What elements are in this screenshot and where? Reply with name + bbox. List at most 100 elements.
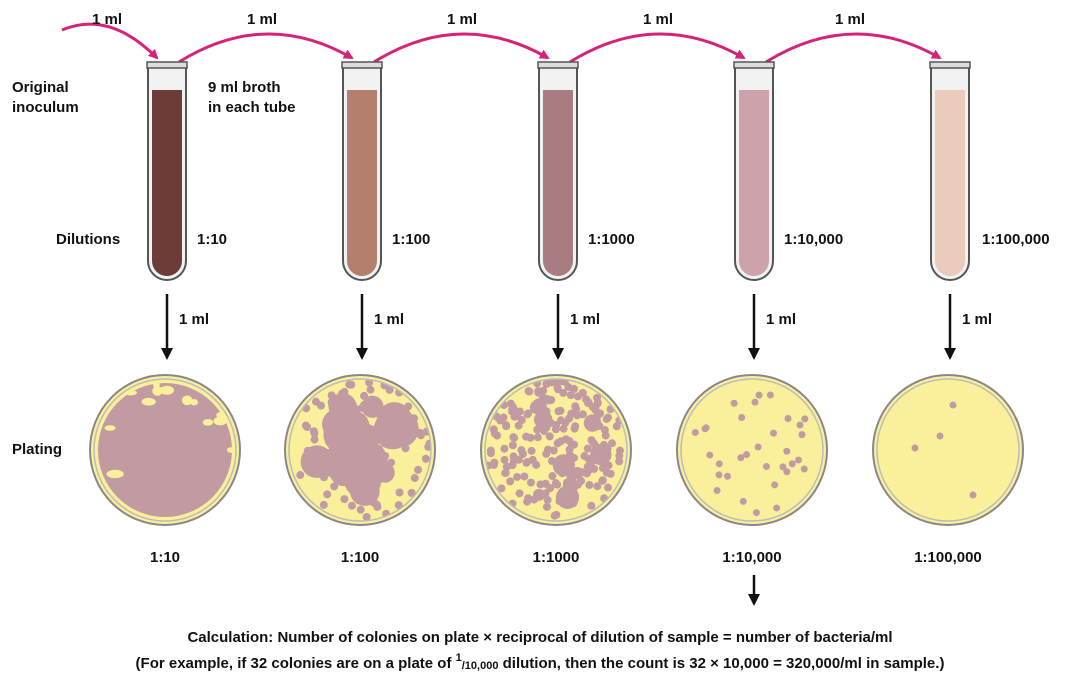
colony (500, 455, 509, 464)
plating-transfer-label: 1 ml (962, 311, 992, 328)
colony-blob (374, 462, 395, 483)
colony (553, 480, 562, 489)
tube-rim (341, 61, 383, 69)
tube-rim (537, 61, 579, 69)
colony (322, 466, 331, 475)
colony (515, 407, 524, 416)
gap (216, 411, 227, 419)
colony (348, 401, 357, 410)
gap (181, 395, 193, 406)
colony (323, 490, 332, 499)
colony (550, 511, 559, 520)
colony (752, 509, 760, 517)
colony (310, 435, 319, 444)
colony (602, 415, 611, 424)
colony (500, 444, 509, 453)
colony (743, 451, 751, 459)
colony (506, 477, 515, 486)
colony (587, 458, 596, 467)
colony (301, 421, 310, 430)
colony (566, 472, 575, 481)
colony (783, 447, 791, 455)
colony (600, 426, 609, 435)
transfer-arrow (569, 32, 746, 64)
colony (607, 439, 616, 448)
original-label: inoculum (12, 99, 79, 116)
example-text: (For example, if 32 colonies are on a pl… (136, 655, 456, 672)
colony (392, 408, 401, 417)
colony (522, 432, 531, 441)
colony (375, 445, 384, 454)
colony (574, 480, 583, 489)
colony (801, 415, 809, 423)
plating-transfer-label: 1 ml (179, 311, 209, 328)
colony (559, 424, 568, 433)
colony (738, 414, 746, 422)
colony (530, 495, 539, 504)
colony (369, 498, 378, 507)
colony (779, 463, 787, 471)
colony (522, 458, 531, 467)
colony (509, 452, 518, 461)
colony (751, 398, 759, 406)
colony (347, 478, 356, 487)
colony (547, 396, 556, 405)
tube-rim (146, 61, 188, 69)
colonies (485, 379, 624, 520)
colony (520, 472, 529, 481)
plate-rim (93, 378, 237, 522)
colony (489, 425, 498, 434)
colony (535, 417, 544, 426)
colony (546, 484, 555, 493)
transfer-label: 1 ml (447, 11, 477, 28)
colony (556, 416, 565, 425)
colony (936, 432, 944, 440)
colony (414, 465, 423, 474)
colony (486, 449, 495, 458)
colony (788, 460, 796, 468)
colony (715, 460, 723, 468)
colony (343, 461, 352, 470)
colony (340, 387, 349, 396)
colony (365, 478, 374, 487)
colony (385, 385, 394, 394)
original-label: Original (12, 79, 69, 96)
broth (347, 90, 377, 276)
colony (296, 471, 305, 480)
colony (331, 407, 340, 416)
tube-dilution: 1:10,000 (784, 231, 843, 248)
colony (502, 422, 511, 431)
colony (381, 451, 390, 460)
colony (545, 432, 554, 441)
colony (593, 393, 602, 402)
colony (410, 474, 419, 483)
colony (570, 424, 579, 433)
colony (542, 502, 551, 511)
colony (773, 504, 781, 512)
colony (771, 481, 779, 489)
transfer-label: 1 ml (247, 11, 277, 28)
transfer-arrow (61, 22, 159, 60)
colony (528, 455, 537, 464)
colony (388, 416, 397, 425)
colony (582, 395, 591, 404)
colony (513, 472, 522, 481)
colony (337, 456, 346, 465)
plate (676, 374, 828, 526)
colony (421, 454, 430, 463)
colony-blob (361, 395, 384, 418)
colony (571, 402, 580, 411)
colonies (691, 391, 809, 517)
plating-label: Plating (12, 441, 62, 458)
transfer-label: 1 ml (643, 11, 673, 28)
plating-transfer-label: 1 ml (570, 311, 600, 328)
colony (566, 391, 575, 400)
colony (578, 410, 587, 419)
colony (596, 409, 605, 418)
colony (583, 444, 592, 453)
gap (226, 447, 236, 453)
plate-dilution: 1:100 (341, 549, 379, 566)
colony (509, 433, 518, 442)
colony (783, 468, 791, 476)
